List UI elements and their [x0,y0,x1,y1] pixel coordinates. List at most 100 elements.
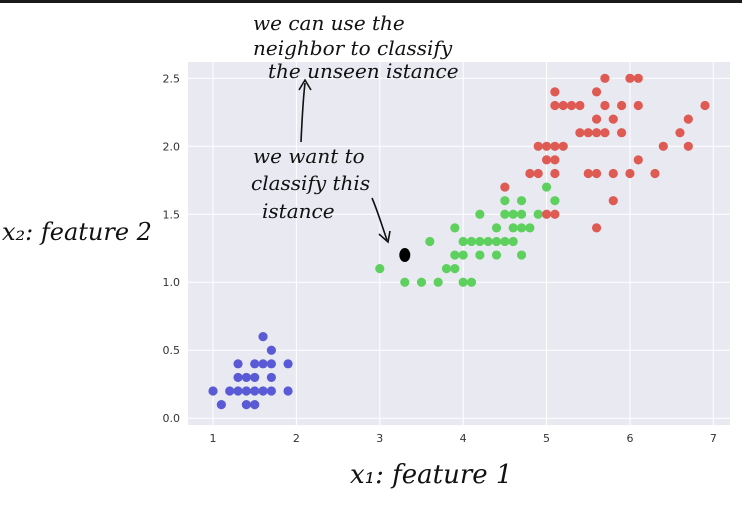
data-point-series-1 [233,359,243,369]
data-point-series-1 [266,386,276,396]
data-point-series-2 [466,236,477,247]
data-point-series-3 [625,73,635,83]
annotation-top-line-2: neighbor to classify [253,36,453,60]
data-point-series-3 [558,100,568,111]
data-point-series-1 [266,372,276,383]
data-point-series-3 [683,141,693,151]
data-point-series-2 [508,236,518,247]
data-point-series-3 [550,209,560,219]
data-point-series-2 [450,250,460,260]
data-point-series-2 [458,277,468,287]
data-point-series-1 [241,372,251,383]
data-point-series-3 [591,168,602,179]
data-point-series-2 [508,223,518,233]
data-point-series-3 [558,141,568,151]
data-point-series-1 [233,372,243,383]
data-point-series-3 [650,168,660,179]
data-point-series-3 [575,128,585,138]
data-point-series-2 [541,182,552,192]
data-point-series-1 [250,359,260,369]
data-point-series-3 [541,141,552,151]
data-point-series-2 [458,250,468,260]
x-tick-labels: 1 2 3 4 5 6 7 [210,432,717,445]
annotation-query-arrow [371,197,388,241]
data-point-series-1 [250,372,260,383]
data-point-series-3 [633,155,643,165]
x-tick-label: 1 [210,432,217,445]
data-point-series-2 [516,250,527,260]
data-point-series-3 [633,100,643,111]
data-point-series-3 [633,73,643,83]
data-point-series-2 [516,196,527,206]
annotation-top-arrow [300,82,306,143]
data-point-series-2 [550,196,560,206]
data-point-series-2 [425,236,435,247]
y-tick-label: 1.0 [163,276,181,289]
data-point-series-2 [441,264,452,274]
data-point-series-3 [600,100,610,111]
data-point-series-2 [375,264,385,274]
data-point-series-3 [541,155,552,165]
plot-area [188,62,730,425]
data-point-series-2 [475,209,485,219]
data-point-series-2 [475,236,485,247]
y-tick-labels: 0.0 0.5 1.0 1.5 2.0 2.5 [163,72,181,425]
data-point-series-3 [591,87,602,97]
data-point-series-1 [258,332,268,342]
data-point-series-3 [591,223,602,233]
annotation-top-line-1: we can use the [253,11,405,35]
data-point-series-3 [700,100,710,111]
top-bar [0,0,742,3]
data-point-series-3 [541,209,552,219]
annotation-query-line-1: we want to [253,144,365,168]
data-point-series-2 [525,223,535,233]
data-point-series-2 [500,236,510,247]
data-point-series-2 [450,264,460,274]
data-point-series-1 [266,345,276,355]
data-point-series-3 [617,128,627,138]
x-tick-label: 2 [293,432,300,445]
data-points [208,73,710,410]
data-point-series-3 [583,168,593,179]
data-point-series-1 [283,386,293,396]
data-point-series-1 [266,359,276,369]
data-point-series-3 [575,100,585,111]
data-point-series-2 [508,209,518,219]
data-point-series-1 [216,400,226,410]
data-point-series-3 [617,100,627,111]
data-point-series-2 [491,236,502,247]
data-point-series-3 [658,141,668,151]
data-point-series-2 [400,277,410,287]
annotation-query-line-3: istance [262,199,335,223]
x-tick-label: 3 [376,432,383,445]
data-point-series-3 [550,168,560,179]
data-point-series-3 [550,100,560,111]
data-point-series-3 [683,114,693,124]
data-point-series-3 [550,155,560,165]
data-point-series-3 [608,114,618,124]
data-point-series-2 [466,277,477,287]
y-tick-label: 2.0 [163,140,181,153]
data-point-series-3 [533,141,543,151]
data-point-series-3 [608,196,618,206]
data-point-series-3 [533,168,543,179]
y-tick-label: 2.5 [163,72,181,85]
data-point-series-2 [416,277,427,287]
data-point-series-2 [533,209,543,219]
annotation-top-line-3: the unseen istance [268,59,459,83]
annotation-top: we can use the neighbor to classify the … [253,11,459,83]
x-tick-label: 6 [626,432,633,445]
data-point-series-1 [258,386,268,396]
query-point [399,248,411,263]
y-tick-label: 0.0 [163,412,181,425]
data-point-series-1 [233,386,243,396]
data-point-series-3 [550,87,560,97]
data-point-series-3 [625,168,635,179]
data-point-series-3 [525,168,535,179]
annotation-query: we want to classify this istance [251,144,376,223]
data-point-series-3 [600,128,610,138]
data-point-series-3 [675,128,685,138]
annotation-query-arrowhead [378,230,391,244]
data-point-series-2 [475,250,485,260]
data-point-series-1 [250,386,260,396]
